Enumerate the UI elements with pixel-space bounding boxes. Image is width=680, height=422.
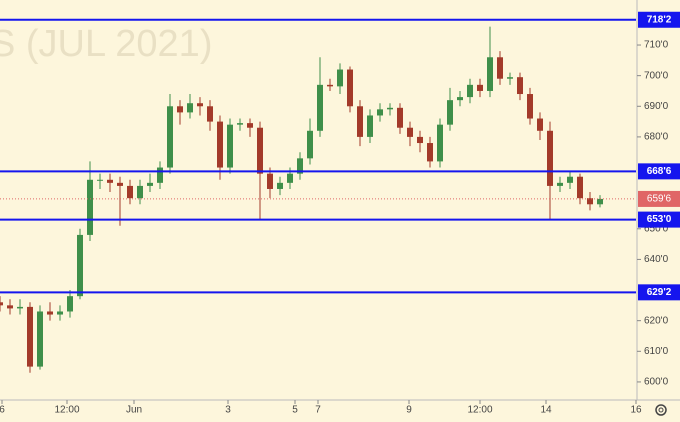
- candle-body: [67, 296, 73, 312]
- x-tick-label: 5: [292, 405, 298, 416]
- candle-body: [457, 97, 463, 101]
- candle-body: [247, 123, 253, 128]
- candle-body: [427, 143, 433, 162]
- candle-body: [137, 185, 143, 199]
- candle-body: [437, 124, 443, 162]
- candle-body: [237, 123, 243, 125]
- candle-body: [507, 77, 513, 79]
- y-tick-label: 680'0: [644, 132, 669, 143]
- candle-body: [517, 77, 523, 95]
- settings-icon[interactable]: [655, 404, 667, 416]
- y-tick-label: 600'0: [644, 377, 669, 388]
- candle-body: [17, 306, 23, 309]
- y-tick-label: 710'0: [644, 40, 669, 51]
- candle-body: [107, 179, 113, 183]
- x-tick-label: 14: [540, 405, 552, 416]
- y-tick-label: 700'0: [644, 70, 669, 81]
- level-label-box: [638, 284, 680, 301]
- candle-body: [497, 57, 503, 79]
- candle-body: [337, 69, 343, 87]
- candle-body: [417, 136, 423, 144]
- candle-body: [87, 179, 93, 235]
- x-tick-label: 12:00: [467, 405, 492, 416]
- candle-body: [327, 84, 333, 87]
- candle-body: [177, 106, 183, 113]
- y-tick-label: 690'0: [644, 101, 669, 112]
- candle-body: [557, 182, 563, 186]
- x-tick-label: 12:00: [54, 405, 79, 416]
- candle-body: [217, 121, 223, 168]
- candle-body: [97, 179, 103, 181]
- candle-body: [77, 234, 83, 297]
- x-tick-label: Jun: [126, 405, 142, 416]
- last-price-box: [638, 190, 680, 207]
- candle-body: [187, 103, 193, 113]
- candle-body: [387, 107, 393, 110]
- candle-body: [477, 84, 483, 91]
- candle-body: [257, 127, 263, 174]
- x-tick-label: 16: [630, 405, 642, 416]
- candle-body: [57, 311, 63, 315]
- x-tick-label: 6: [0, 405, 5, 416]
- candle-body: [547, 130, 553, 186]
- candle-body: [597, 198, 603, 205]
- candle-body: [537, 118, 543, 131]
- candle-body: [127, 185, 133, 199]
- level-label: 718'2: [647, 14, 672, 25]
- candle-body: [197, 103, 203, 107]
- candle-body: [347, 69, 353, 107]
- y-tick-label: 620'0: [644, 315, 669, 326]
- candle-body: [267, 173, 273, 189]
- candle-body: [27, 306, 33, 367]
- candle-body: [407, 127, 413, 137]
- candle-body: [397, 107, 403, 128]
- candle-body: [7, 305, 13, 309]
- last-price-label: 659'6: [647, 194, 672, 205]
- x-tick-label: 3: [225, 405, 231, 416]
- candle-body: [447, 100, 453, 125]
- candle-body: [317, 84, 323, 131]
- candle-body: [587, 198, 593, 205]
- candle-body: [377, 109, 383, 116]
- candle-body: [147, 182, 153, 186]
- candle-body: [207, 106, 213, 122]
- candle-body: [577, 176, 583, 199]
- candle-body: [37, 311, 43, 367]
- candle-body: [287, 173, 293, 183]
- candle-body: [47, 311, 53, 315]
- candle-body: [367, 115, 373, 137]
- candle-body: [467, 84, 473, 98]
- candle-body: [527, 94, 533, 119]
- level-label-box: [638, 163, 680, 180]
- level-label: 668'6: [647, 166, 672, 177]
- y-tick-label: 610'0: [644, 346, 669, 357]
- candle-body: [487, 57, 493, 91]
- gear-hub[interactable]: [658, 407, 664, 413]
- y-tick-label: 640'0: [644, 254, 669, 265]
- candle-body: [167, 106, 173, 168]
- candle-body: [357, 106, 363, 137]
- candle-body: [117, 182, 123, 186]
- level-label: 629'2: [647, 287, 672, 298]
- candle-body: [157, 167, 163, 183]
- candle-body: [297, 158, 303, 174]
- watermark: S (JUL 2021): [0, 23, 212, 65]
- gear[interactable]: [655, 404, 667, 416]
- x-tick-label: 9: [406, 405, 412, 416]
- x-tick-label: 7: [315, 405, 321, 416]
- level-label: 653'0: [647, 214, 672, 225]
- candle-body: [0, 302, 3, 306]
- candle-body: [567, 176, 573, 183]
- y-tick-label: 650'0: [644, 223, 669, 234]
- level-label-box: [638, 11, 680, 28]
- candle-body: [307, 130, 313, 159]
- candle-body: [227, 124, 233, 168]
- candle-body: [277, 182, 283, 189]
- level-label-box: [638, 211, 680, 228]
